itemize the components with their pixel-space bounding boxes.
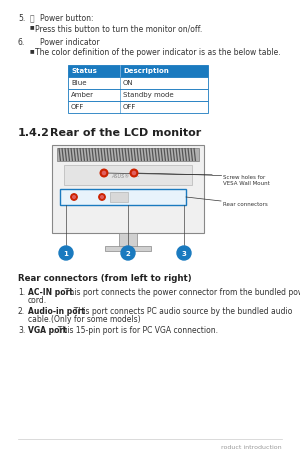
Text: . This port connects PC audio source by the bundled audio: . This port connects PC audio source by … (69, 306, 292, 315)
Text: Rear connectors: Rear connectors (223, 202, 268, 207)
Circle shape (99, 194, 105, 201)
Circle shape (130, 170, 138, 177)
Text: OFF: OFF (123, 104, 136, 110)
Text: Description: Description (123, 68, 169, 74)
Text: AC-IN port: AC-IN port (28, 287, 73, 296)
Circle shape (100, 170, 108, 177)
Circle shape (132, 172, 136, 175)
Text: ■: ■ (30, 24, 34, 29)
Text: 1.: 1. (18, 287, 25, 296)
Text: 1.4.2: 1.4.2 (18, 128, 50, 138)
Text: . This port connects the power connector from the bundled power: . This port connects the power connector… (59, 287, 300, 296)
Text: roduct introduction: roduct introduction (221, 444, 282, 449)
FancyBboxPatch shape (52, 146, 204, 234)
Text: 5.: 5. (18, 14, 25, 23)
Text: Power indicator: Power indicator (40, 38, 100, 47)
FancyBboxPatch shape (60, 189, 186, 206)
Text: ON: ON (123, 80, 134, 86)
Text: 3.: 3. (18, 325, 25, 334)
Text: Amber: Amber (71, 92, 94, 98)
Text: The color definition of the power indicator is as the below table.: The color definition of the power indica… (35, 48, 280, 57)
Text: cord.: cord. (28, 295, 47, 304)
Text: Status: Status (71, 68, 97, 74)
Text: 2: 2 (126, 250, 130, 257)
Circle shape (177, 246, 191, 260)
FancyBboxPatch shape (110, 193, 128, 202)
Circle shape (73, 196, 75, 199)
Text: 2.: 2. (18, 306, 25, 315)
FancyBboxPatch shape (68, 66, 208, 78)
Text: Audio-in port: Audio-in port (28, 306, 85, 315)
Text: ⏻: ⏻ (30, 14, 34, 23)
Text: Screw holes for
VESA Wall Mount: Screw holes for VESA Wall Mount (223, 175, 270, 185)
Text: 1: 1 (64, 250, 68, 257)
Text: Standby mode: Standby mode (123, 92, 174, 98)
Text: 3: 3 (182, 250, 186, 257)
FancyBboxPatch shape (105, 246, 151, 252)
Text: Rear connectors (from left to right): Rear connectors (from left to right) (18, 273, 192, 282)
Text: OFF: OFF (71, 104, 84, 110)
FancyBboxPatch shape (64, 166, 192, 186)
FancyBboxPatch shape (57, 149, 199, 161)
Text: cable.(Only for some models): cable.(Only for some models) (28, 314, 141, 323)
FancyBboxPatch shape (68, 90, 208, 102)
FancyBboxPatch shape (119, 234, 137, 248)
Circle shape (101, 196, 103, 199)
Circle shape (59, 246, 73, 260)
Text: Press this button to turn the monitor on/off.: Press this button to turn the monitor on… (35, 24, 202, 33)
Text: Rear of the LCD monitor: Rear of the LCD monitor (50, 128, 201, 138)
Circle shape (102, 172, 106, 175)
Text: 6.: 6. (18, 38, 25, 47)
Text: . This 15-pin port is for PC VGA connection.: . This 15-pin port is for PC VGA connect… (53, 325, 218, 334)
Text: ■: ■ (30, 48, 34, 53)
Text: Power button:: Power button: (40, 14, 94, 23)
Circle shape (71, 194, 77, 201)
Circle shape (121, 246, 135, 260)
Text: VGA port: VGA port (28, 325, 67, 334)
FancyBboxPatch shape (68, 102, 208, 114)
Text: ASUS®  ----: ASUS® ---- (111, 174, 139, 179)
FancyBboxPatch shape (68, 78, 208, 90)
Text: Blue: Blue (71, 80, 86, 86)
